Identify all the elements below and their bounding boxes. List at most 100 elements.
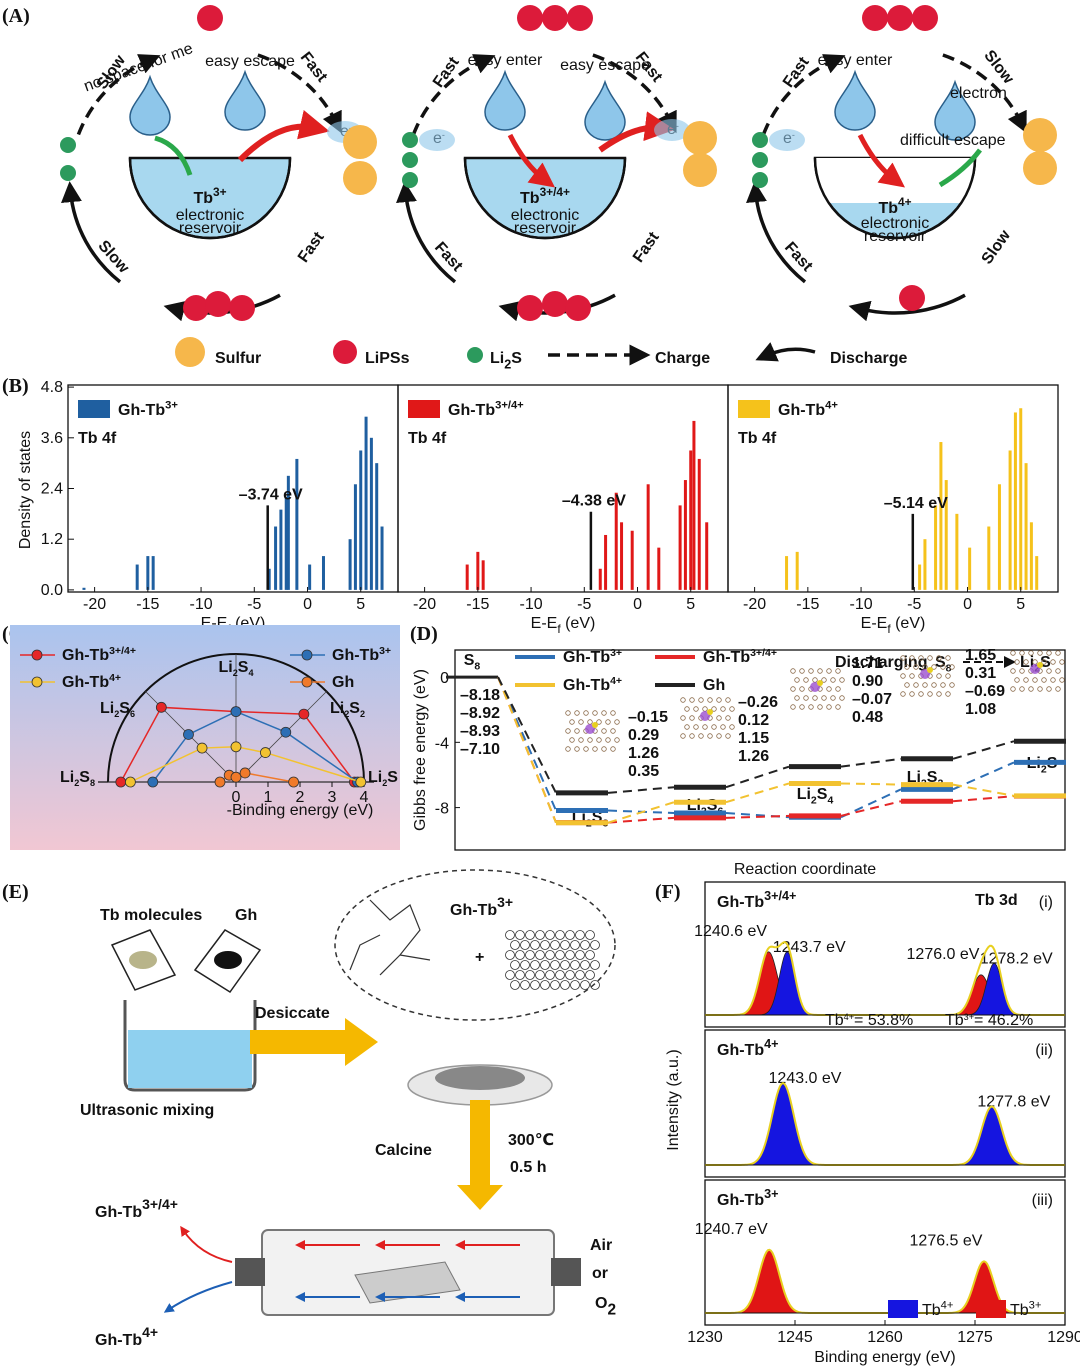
- li2s-particle: [402, 172, 418, 188]
- graphene-hex: [585, 970, 595, 980]
- legend-label: Gh-Tb3+/4+: [62, 645, 136, 664]
- step-label-part: S: [927, 769, 938, 786]
- lipss-particle: [912, 5, 938, 31]
- fitted-peak: [951, 1106, 1032, 1166]
- reservoir-note: reservoir: [179, 220, 242, 237]
- lattice-atom: [1019, 668, 1025, 674]
- legend-label: Tb4+: [922, 1300, 953, 1319]
- legend-label-part: Gh-Tb: [778, 402, 825, 419]
- lattice-atom: [794, 677, 800, 683]
- tube-end: [551, 1258, 581, 1286]
- lattice-atom: [790, 704, 796, 710]
- category-label-part: Li: [368, 769, 382, 786]
- level-connector: [725, 814, 790, 819]
- lattice-atom: [904, 682, 910, 688]
- graphene-hex: [570, 960, 580, 970]
- droplet-note: no space for me: [82, 40, 196, 95]
- structure-thumbnail: [1010, 650, 1065, 692]
- dos-spike: [476, 551, 480, 590]
- lattice-atom: [799, 704, 805, 710]
- graphene-hex: [540, 980, 550, 990]
- change-label: 0.35: [628, 763, 659, 780]
- droplet-note: electron: [950, 85, 1007, 102]
- lattice-atom: [1055, 668, 1061, 674]
- step-label-part: S: [464, 652, 475, 669]
- x-tick-label: -5: [577, 596, 591, 613]
- speed-label: Fast: [297, 49, 331, 86]
- category-label: Li2S6: [100, 700, 135, 719]
- category-label: Li2S2: [330, 700, 365, 719]
- lattice-atom: [1023, 677, 1029, 683]
- x-tick-label: -10: [520, 596, 543, 613]
- series-point: [115, 776, 127, 788]
- category-label-part: Li: [218, 659, 232, 676]
- lattice-atom: [904, 664, 910, 670]
- peak-label: 1276.0 eV: [907, 946, 980, 963]
- li2s-particle: [402, 152, 418, 168]
- series-point: [288, 776, 300, 788]
- lattice-atom: [1059, 677, 1065, 683]
- dos-spike: [692, 420, 696, 590]
- lattice-atom: [725, 733, 731, 739]
- adsorbate-s: [817, 680, 823, 686]
- dos-spike: [968, 547, 972, 590]
- graphene-hex: [510, 940, 520, 950]
- change-label: 0.48: [852, 709, 883, 726]
- y-tick-label: 4.8: [41, 379, 63, 396]
- lattice-atom: [702, 724, 708, 730]
- change-label: 0.90: [852, 673, 883, 690]
- adsorbate-s: [707, 709, 713, 715]
- plot-frame: [454, 649, 1066, 851]
- reservoir-label-part: Tb: [193, 190, 213, 207]
- lipss-particle: [197, 5, 223, 31]
- cycle-arrow: [411, 54, 496, 136]
- lattice-atom: [569, 737, 575, 743]
- r-tick-label: 0: [232, 789, 241, 806]
- lattice-atom: [900, 655, 906, 661]
- graphene-hex: [535, 950, 545, 960]
- level-connector: [607, 816, 675, 824]
- droplet: [129, 74, 171, 136]
- lattice-atom: [1041, 659, 1047, 665]
- x-axis-label-part: E-E: [531, 615, 558, 632]
- dos-spike: [683, 480, 687, 590]
- level-connector: [725, 765, 790, 789]
- dos-spike: [934, 505, 938, 590]
- lattice-atom: [830, 677, 836, 683]
- x-tick-label: 1290: [1047, 1329, 1080, 1346]
- lattice-atom: [711, 724, 717, 730]
- lattice-atom: [587, 737, 593, 743]
- plot-name: Gh-Tb3+: [717, 1187, 778, 1209]
- reservoir-note: electronic: [861, 215, 929, 232]
- r-tick-label: 1: [264, 789, 273, 806]
- series-point: [230, 706, 242, 717]
- lattice-atom: [835, 704, 841, 710]
- x-axis-label: Reaction coordinate: [734, 861, 876, 878]
- lattice-atom: [1041, 677, 1047, 683]
- lipss-particle: [565, 295, 591, 321]
- sulfur-particle: [1023, 118, 1057, 152]
- lattice-atom: [794, 695, 800, 701]
- level-connector: [725, 782, 790, 804]
- peak-label: 1243.0 eV: [769, 1070, 842, 1087]
- label-part: 3+: [497, 894, 513, 910]
- dos-spike: [284, 496, 288, 590]
- graphene-hex: [540, 960, 550, 970]
- lattice-atom: [931, 664, 937, 670]
- lattice-atom: [716, 715, 722, 721]
- lattice-atom: [605, 719, 611, 725]
- graphene-hex: [505, 930, 515, 940]
- peak-label: 1276.5 eV: [910, 1232, 983, 1249]
- label-part: Gh-Tb: [95, 1332, 142, 1349]
- cycle-arrow: [396, 181, 457, 284]
- dos-spike: [369, 437, 373, 590]
- lattice-atom: [900, 673, 906, 679]
- lattice-atom: [1050, 677, 1056, 683]
- dos-spike: [1013, 412, 1017, 590]
- graphene-hex: [545, 950, 555, 960]
- lattice-atom: [614, 737, 620, 743]
- legend-label-part: 3+/4+: [750, 647, 777, 659]
- lattice-atom: [583, 710, 589, 716]
- lattice-atom: [578, 719, 584, 725]
- reservoir-rim: [128, 157, 292, 240]
